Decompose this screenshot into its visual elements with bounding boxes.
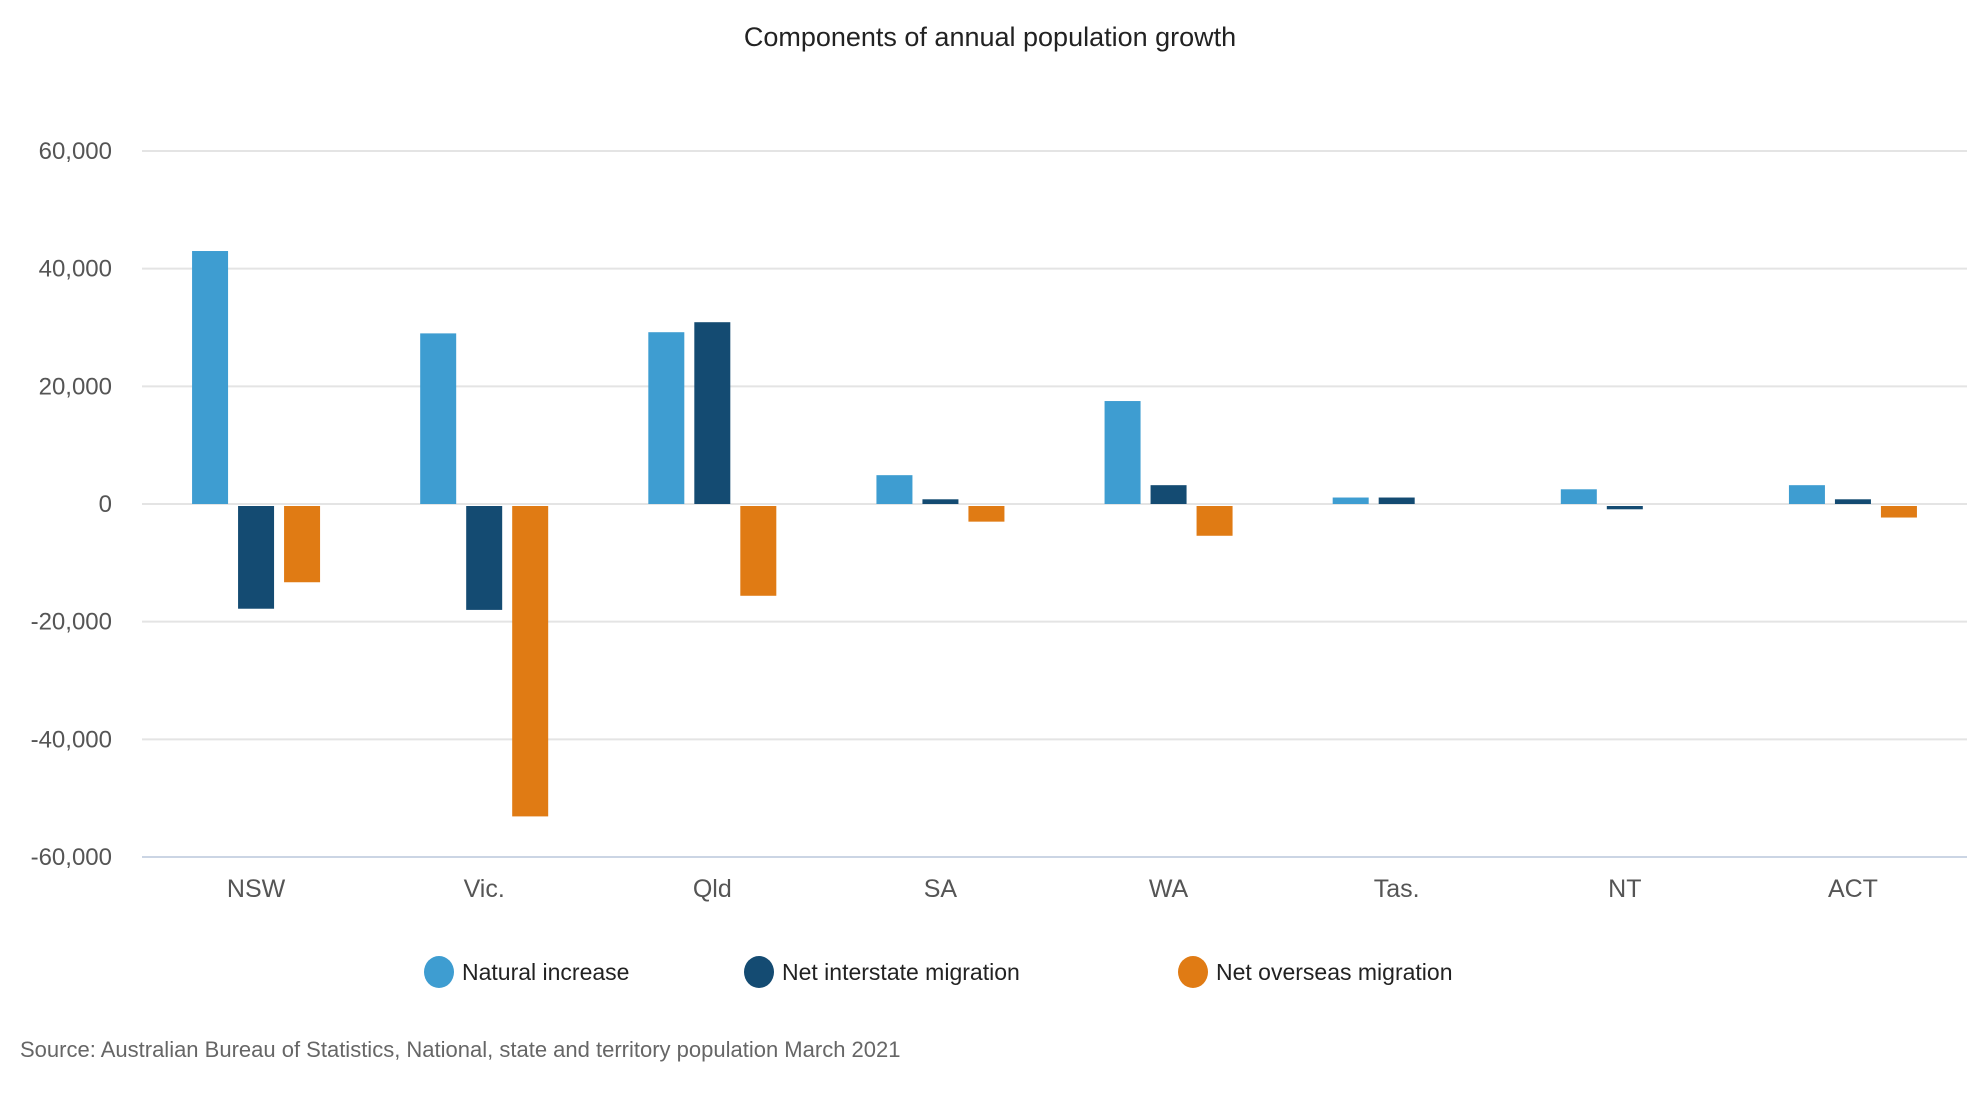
legend-label: Net interstate migration xyxy=(782,958,1020,985)
bar-tas-net-interstate-migration[interactable] xyxy=(1378,497,1415,504)
bar-act-net-interstate-migration[interactable] xyxy=(1834,499,1871,504)
bar-vic-net-interstate-migration[interactable] xyxy=(466,506,503,610)
y-tick-label: -20,000 xyxy=(31,609,112,636)
legend-item-natural-increase[interactable]: Natural increase xyxy=(424,956,629,988)
y-tick-label: -60,000 xyxy=(31,844,112,871)
bar-wa-net-overseas-migration[interactable] xyxy=(1196,506,1233,536)
legend-swatch-natural-increase xyxy=(424,956,454,988)
y-tick-label: 20,000 xyxy=(39,373,112,400)
y-tick-label: 0 xyxy=(99,491,112,518)
legend-item-net-interstate-migration[interactable]: Net interstate migration xyxy=(744,956,1020,988)
bar-wa-natural-increase[interactable] xyxy=(1104,401,1141,504)
bar-nsw-natural-increase[interactable] xyxy=(192,251,229,504)
x-tick-label: Vic. xyxy=(464,875,505,903)
bar-vic-net-overseas-migration[interactable] xyxy=(512,506,549,817)
legend-swatch-net-interstate-migration xyxy=(744,956,774,988)
bar-nsw-net-overseas-migration[interactable] xyxy=(284,506,321,583)
legend: Natural increase Net interstate migratio… xyxy=(0,956,1980,996)
bars xyxy=(192,251,1917,817)
x-tick-label: Qld xyxy=(693,875,732,903)
bar-nt-net-interstate-migration[interactable] xyxy=(1606,506,1643,510)
legend-item-net-overseas-migration[interactable]: Net overseas migration xyxy=(1178,956,1453,988)
y-tick-label: 60,000 xyxy=(39,138,112,165)
x-tick-label: ACT xyxy=(1828,875,1878,903)
bar-nsw-net-interstate-migration[interactable] xyxy=(238,506,275,609)
bar-qld-net-overseas-migration[interactable] xyxy=(740,506,777,596)
y-tick-label: -40,000 xyxy=(31,726,112,753)
x-tick-label: Tas. xyxy=(1374,875,1420,903)
legend-swatch-net-overseas-migration xyxy=(1178,956,1208,988)
bar-tas-natural-increase[interactable] xyxy=(1332,497,1369,504)
source-note: Source: Australian Bureau of Statistics,… xyxy=(20,1037,901,1062)
x-tick-label: WA xyxy=(1149,875,1189,903)
bar-vic-natural-increase[interactable] xyxy=(420,333,457,504)
chart-title: Components of annual population growth xyxy=(743,22,1237,52)
legend-label: Net overseas migration xyxy=(1216,958,1453,985)
x-axis-ticks: NSW Vic. Qld SA WA Tas. NT ACT xyxy=(227,875,1878,903)
y-axis-ticks: 60,000 40,000 20,000 0 -20,000 -40,000 -60,000 xyxy=(31,138,112,871)
x-tick-label: SA xyxy=(924,875,958,903)
x-tick-label: NT xyxy=(1608,875,1641,903)
x-tick-label: NSW xyxy=(227,875,286,903)
bar-act-net-overseas-migration[interactable] xyxy=(1880,506,1917,518)
bar-sa-net-overseas-migration[interactable] xyxy=(968,506,1005,522)
bar-nt-natural-increase[interactable] xyxy=(1560,489,1597,504)
bar-sa-net-interstate-migration[interactable] xyxy=(922,499,959,504)
y-tick-label: 40,000 xyxy=(39,256,112,283)
bar-sa-natural-increase[interactable] xyxy=(876,475,913,504)
bar-wa-net-interstate-migration[interactable] xyxy=(1150,485,1187,504)
gridlines xyxy=(142,150,1967,858)
bar-qld-net-interstate-migration[interactable] xyxy=(694,322,731,504)
chart-plot-area: 60,000 40,000 20,000 0 -20,000 -40,000 -60,000… xyxy=(31,138,1967,903)
bar-act-natural-increase[interactable] xyxy=(1788,485,1825,504)
bar-qld-natural-increase[interactable] xyxy=(648,332,685,504)
legend-label: Natural increase xyxy=(462,958,630,985)
